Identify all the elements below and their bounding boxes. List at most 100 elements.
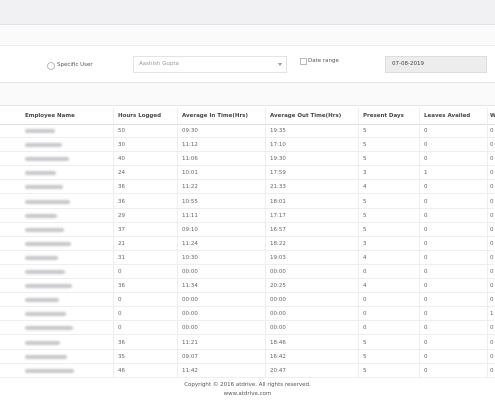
- cell: 24: [118, 170, 125, 177]
- cell: 11:11: [182, 212, 198, 219]
- date-input[interactable]: 07-08-2019: [385, 56, 487, 73]
- cell: 10:01: [182, 170, 198, 177]
- blurred-name: [25, 129, 55, 133]
- cell: 0: [363, 269, 367, 275]
- cell: 0: [490, 156, 494, 163]
- select-value: Aashish Gupta: [139, 61, 179, 67]
- cell: 17:17: [270, 212, 286, 219]
- cell: 0: [490, 170, 494, 177]
- blurred-name: [25, 227, 64, 232]
- top-bar: [0, 0, 495, 25]
- toolbar-band: [0, 83, 495, 106]
- blurred-name: [25, 354, 67, 359]
- table-row: 37 09:10 16:57 5 0 0: [0, 223, 495, 237]
- cell: 5: [363, 198, 367, 205]
- column-header: Average In Time(Hrs): [182, 113, 248, 119]
- blurred-name: [25, 185, 63, 190]
- radio-label: Specific User: [57, 62, 93, 68]
- table-row: 35 09:07 16:42 5 0 0: [0, 350, 495, 364]
- cell: 11:21: [182, 339, 198, 346]
- cell: 0: [490, 353, 494, 360]
- cell: 09:10: [182, 226, 198, 233]
- cell: 36: [118, 198, 125, 205]
- blurred-name: [25, 270, 65, 274]
- blurred-name: [25, 298, 59, 303]
- blurred-name: [25, 157, 69, 162]
- cell: 11:34: [182, 283, 198, 290]
- blurred-name: [25, 255, 58, 260]
- table-row: 24 10:01 17:59 3 1 0: [0, 166, 495, 181]
- cell: 0: [424, 311, 428, 318]
- cell: 0: [490, 367, 494, 374]
- column-divider: [419, 108, 420, 378]
- cell: 3: [363, 240, 367, 247]
- cell: 5: [363, 212, 367, 219]
- cell: 0: [424, 339, 428, 346]
- table-row: 0 00:00 00:00 0 0 0: [0, 293, 495, 308]
- blurred-name: [25, 284, 72, 289]
- cell: 0: [490, 269, 494, 275]
- table-row: 21 11:24 18:22 3 0 0: [0, 237, 495, 251]
- blurred-name: [25, 241, 71, 246]
- radio[interactable]: [47, 62, 55, 70]
- user-select[interactable]: Aashish Gupta: [133, 56, 287, 73]
- table-row: 36 11:21 18:46 5 0 0: [0, 336, 495, 350]
- column-divider: [487, 108, 488, 378]
- cell: 36: [118, 184, 125, 191]
- column-header: Present Days: [363, 113, 404, 119]
- checkbox[interactable]: [300, 58, 307, 65]
- table-row: 36 11:34 20:25 4 0 0: [0, 279, 495, 294]
- column-divider: [265, 108, 266, 378]
- site-link[interactable]: www.atdrive.com: [223, 391, 272, 397]
- cell: 4: [363, 184, 367, 191]
- cell: 0: [424, 240, 428, 247]
- cell: 0: [118, 297, 122, 304]
- cell: 20:47: [270, 367, 286, 374]
- table-row: 0 00:00 00:00 0 0 1: [0, 307, 495, 322]
- cell: 00:00: [270, 325, 286, 332]
- cell: 4: [363, 283, 367, 290]
- cell: 19:35: [270, 128, 286, 134]
- cell: 36: [118, 339, 125, 346]
- cell: 0: [424, 142, 428, 149]
- cell: 0: [490, 339, 494, 346]
- cell: 00:00: [182, 325, 198, 332]
- cell: 18:22: [270, 240, 286, 247]
- cell: 09:07: [182, 353, 198, 360]
- cell: 00:00: [182, 311, 198, 318]
- cell: 0: [424, 283, 428, 290]
- column-divider: [358, 108, 359, 378]
- cell: 21:33: [270, 184, 286, 191]
- cell: 0: [490, 128, 494, 134]
- cell: 10:55: [182, 198, 198, 205]
- table-row: 46 11:42 20:47 5 0 0: [0, 364, 495, 378]
- cell: 19:03: [270, 254, 286, 261]
- cell: 1: [490, 311, 494, 318]
- cell: 5: [363, 367, 367, 374]
- cell: 0: [490, 254, 494, 261]
- blurred-name: [25, 213, 57, 218]
- checkbox-label: Date range: [308, 58, 339, 64]
- blurred-name: [25, 199, 70, 204]
- cell: 40: [118, 156, 125, 163]
- cell: 18:01: [270, 198, 286, 205]
- cell: 00:00: [270, 297, 286, 304]
- cell: 0: [490, 226, 494, 233]
- cell: 0: [490, 198, 494, 205]
- column-header: Average Out Time(Hrs): [270, 113, 342, 119]
- cell: 17:59: [270, 170, 286, 177]
- table-row: 0 00:00 00:00 0 0 0: [0, 321, 495, 336]
- cell: 16:42: [270, 353, 286, 360]
- cell: 0: [490, 184, 494, 191]
- cell: 0: [118, 311, 122, 318]
- cell: 0: [490, 297, 494, 304]
- cell: 0: [118, 325, 122, 332]
- copyright: Copyright © 2016 atdrive. All rights res…: [184, 382, 311, 388]
- cell: 50: [118, 128, 125, 134]
- cell: 5: [363, 142, 367, 149]
- cell: 5: [363, 226, 367, 233]
- blurred-name: [25, 326, 73, 331]
- cell: 0: [424, 254, 428, 261]
- header-row: Employee Name Hours Logged Average In Time…: [0, 108, 495, 125]
